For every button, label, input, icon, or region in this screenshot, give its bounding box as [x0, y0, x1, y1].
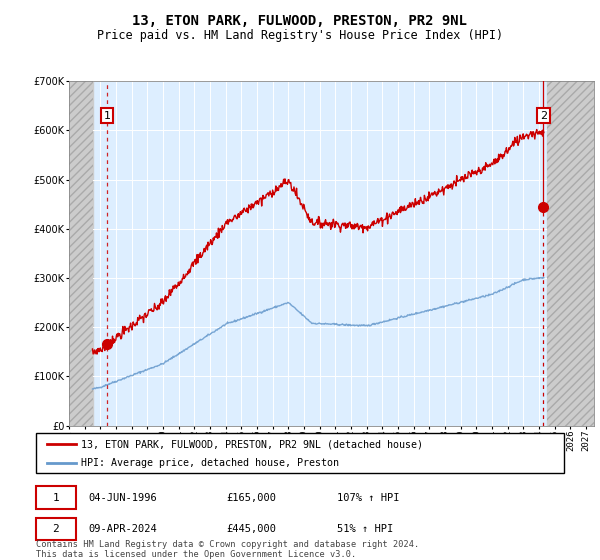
- Bar: [547, 81, 594, 426]
- Text: 107% ↑ HPI: 107% ↑ HPI: [337, 493, 400, 503]
- Text: 1: 1: [52, 493, 59, 503]
- Text: HPI: Average price, detached house, Preston: HPI: Average price, detached house, Pres…: [81, 458, 339, 468]
- Bar: [69, 81, 92, 426]
- Text: 2: 2: [540, 111, 547, 120]
- Text: £165,000: £165,000: [226, 493, 276, 503]
- Text: £445,000: £445,000: [226, 524, 276, 534]
- Text: 2: 2: [52, 524, 59, 534]
- Text: Price paid vs. HM Land Registry's House Price Index (HPI): Price paid vs. HM Land Registry's House …: [97, 29, 503, 42]
- Text: 09-APR-2024: 09-APR-2024: [89, 524, 158, 534]
- Text: 04-JUN-1996: 04-JUN-1996: [89, 493, 158, 503]
- Text: 1: 1: [103, 111, 110, 120]
- Bar: [547, 81, 594, 426]
- Text: 51% ↑ HPI: 51% ↑ HPI: [337, 524, 393, 534]
- FancyBboxPatch shape: [36, 433, 564, 473]
- Bar: [69, 81, 92, 426]
- FancyBboxPatch shape: [36, 517, 76, 540]
- FancyBboxPatch shape: [36, 487, 76, 509]
- Text: 13, ETON PARK, FULWOOD, PRESTON, PR2 9NL (detached house): 13, ETON PARK, FULWOOD, PRESTON, PR2 9NL…: [81, 439, 423, 449]
- Text: 13, ETON PARK, FULWOOD, PRESTON, PR2 9NL: 13, ETON PARK, FULWOOD, PRESTON, PR2 9NL: [133, 14, 467, 28]
- Text: Contains HM Land Registry data © Crown copyright and database right 2024.
This d: Contains HM Land Registry data © Crown c…: [36, 540, 419, 559]
